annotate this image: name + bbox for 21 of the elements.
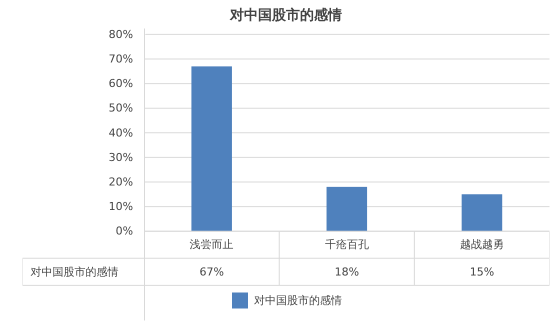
data-label: 18% [334,265,360,278]
bar [191,66,232,232]
x-tick-label: 越战越勇 [460,238,504,252]
y-tick-label: 10% [108,200,134,214]
x-tick-label: 浅尝而止 [190,238,234,252]
data-label: 67% [199,265,224,278]
y-tick-label: 20% [108,176,134,189]
y-tick-label: 30% [108,150,134,164]
y-tick-label: 80% [108,28,134,41]
bar [462,194,502,232]
legend-label: 对中国股市的感情 [254,292,342,308]
chart-title: 对中国股市的感情 [229,6,342,24]
y-tick-label: 40% [108,126,134,140]
y-tick-label: 70% [108,52,134,66]
y-tick-label: 50% [108,102,134,115]
bar [326,186,368,232]
y-tick-label: 60% [108,77,134,90]
y-tick-label: 0% [116,224,134,238]
data-label: 15% [470,265,494,278]
text: 对中国股市的感情 [30,265,119,278]
x-tick-label: 千疮百孔 [324,238,369,252]
